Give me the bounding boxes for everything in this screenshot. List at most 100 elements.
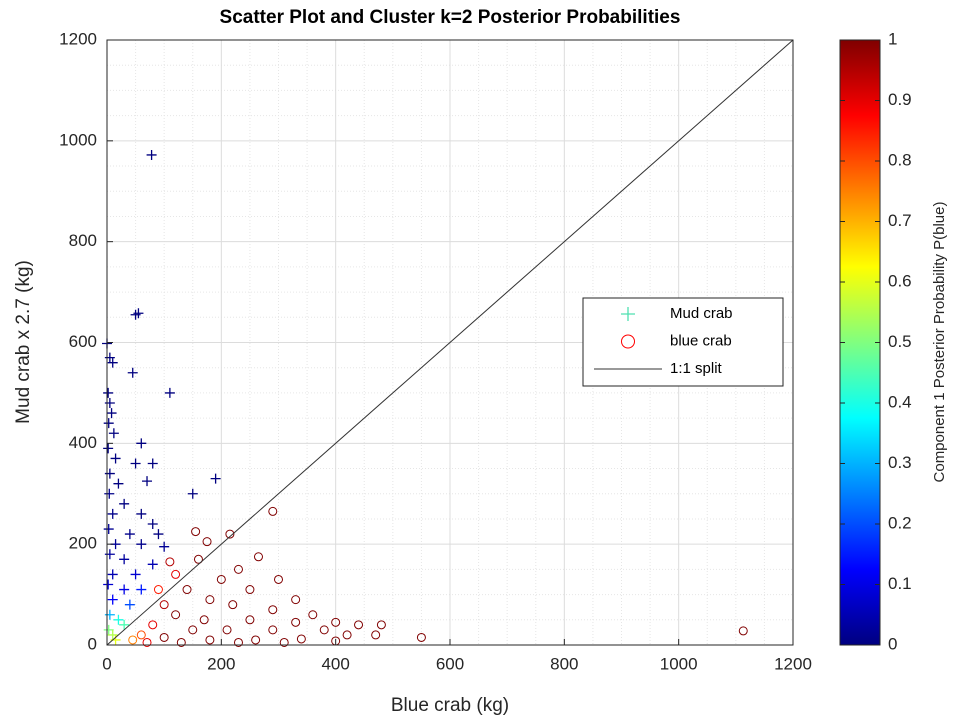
legend: Mud crab blue crab 1:1 split — [582, 297, 784, 387]
x-tick-label: 1000 — [660, 654, 698, 673]
colorbar-tick-label: 0.1 — [888, 574, 912, 593]
plus-marker — [127, 367, 138, 378]
circle-marker — [171, 610, 181, 620]
plus-marker — [107, 508, 118, 519]
circle-marker — [268, 625, 278, 635]
plus-marker — [103, 524, 114, 535]
circle-marker — [159, 600, 169, 610]
plus-marker — [110, 453, 121, 464]
colorbar-tick-label: 0.8 — [888, 150, 912, 169]
plus-marker — [147, 559, 158, 570]
plus-marker — [108, 428, 119, 439]
circle-marker — [159, 632, 169, 642]
circle-marker — [153, 585, 163, 595]
plus-marker — [136, 539, 147, 550]
plus-marker — [210, 473, 221, 484]
x-tick-label: 200 — [207, 654, 235, 673]
circle-marker — [291, 617, 301, 627]
plus-marker — [130, 569, 141, 580]
y-tick-label: 200 — [69, 534, 97, 553]
colorbar-tick-label: 1 — [888, 29, 897, 48]
circle-marker — [308, 610, 318, 620]
plus-marker — [103, 418, 114, 429]
colorbar-tick-label: 0.9 — [888, 90, 912, 109]
plus-marker — [107, 357, 118, 368]
plus-marker — [147, 519, 158, 529]
circle-marker — [268, 506, 278, 516]
x-tick-label: 400 — [321, 654, 349, 673]
circle-marker — [199, 615, 209, 625]
circle-marker — [191, 527, 201, 537]
circle-marker — [176, 637, 186, 647]
circle-marker — [331, 617, 341, 627]
circle-marker — [228, 600, 238, 610]
circle-marker — [376, 620, 386, 630]
circle-marker — [279, 637, 289, 647]
colorbar-tick-label: 0.4 — [888, 392, 912, 411]
circle-marker — [233, 564, 243, 574]
circle-marker — [291, 595, 301, 605]
circle-marker — [253, 552, 263, 562]
circle-marker — [205, 635, 215, 645]
legend-label: blue crab — [670, 332, 732, 349]
plus-marker — [103, 387, 114, 398]
plus-marker — [107, 569, 118, 580]
y-tick-label: 800 — [69, 231, 97, 250]
plus-marker — [133, 308, 144, 319]
legend-label: 1:1 split — [670, 360, 723, 377]
plus-marker — [142, 476, 153, 487]
plus-marker — [103, 579, 114, 590]
plus-marker — [119, 498, 130, 509]
circle-marker — [371, 630, 381, 640]
plus-marker — [124, 529, 135, 540]
circle-marker — [245, 615, 255, 625]
plus-marker — [104, 488, 115, 499]
colorbar — [839, 39, 881, 646]
y-tick-label: 400 — [69, 433, 97, 452]
plus-marker — [113, 614, 124, 625]
plus-marker — [103, 624, 114, 635]
circle-marker — [354, 620, 364, 630]
x-axis-label: Blue crab (kg) — [391, 695, 509, 716]
legend-label: Mud crab — [670, 305, 733, 322]
plus-marker — [146, 149, 157, 160]
circle-marker — [738, 626, 748, 636]
y-axis-label: Mud crab x 2.7 (kg) — [13, 260, 34, 424]
colorbar-tick-label: 0.7 — [888, 211, 912, 230]
reference-line — [106, 39, 794, 646]
circle-marker — [274, 574, 283, 584]
plus-marker — [159, 541, 170, 552]
plus-marker — [136, 438, 147, 449]
plus-marker — [124, 599, 135, 610]
circle-marker — [225, 529, 235, 539]
x-tick-label: 1200 — [774, 654, 812, 673]
plus-marker — [147, 458, 158, 469]
circle-marker — [136, 630, 146, 640]
plus-marker — [119, 554, 130, 565]
plus-marker — [113, 478, 124, 489]
circle-marker — [216, 574, 226, 584]
circle-marker — [148, 620, 158, 630]
chart-title: Scatter Plot and Cluster k=2 Posterior P… — [220, 7, 681, 28]
circle-marker — [171, 569, 181, 579]
plus-marker — [136, 584, 147, 595]
circle-marker — [182, 585, 192, 595]
circle-marker — [319, 625, 329, 635]
circle-marker — [165, 557, 175, 567]
plus-marker — [103, 443, 114, 454]
plus-marker — [106, 408, 117, 419]
plus-marker — [119, 619, 130, 630]
colorbar-tick-label: 0 — [888, 634, 897, 653]
plus-marker — [153, 529, 164, 540]
circle-marker — [222, 625, 232, 635]
y-tick-label: 1000 — [59, 130, 97, 149]
circle-marker — [251, 635, 261, 645]
circle-marker — [296, 634, 306, 644]
x-tick-label: 800 — [550, 654, 578, 673]
colorbar-tick-label: 0.5 — [888, 332, 912, 351]
circle-marker — [245, 585, 255, 595]
plus-marker — [164, 387, 175, 398]
circle-marker — [193, 554, 203, 564]
colorbar-label: Component 1 Posterior Probability P(blue… — [931, 202, 948, 483]
colorbar-tick-label: 0.6 — [888, 271, 912, 290]
